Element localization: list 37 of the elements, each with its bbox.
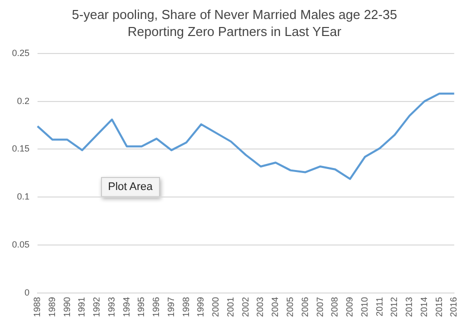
x-tick-label: 2014 bbox=[418, 296, 429, 318]
y-tick-label: 0.2 bbox=[17, 96, 30, 106]
x-tick-label: 2005 bbox=[284, 296, 295, 318]
x-tick-label: 1989 bbox=[46, 296, 57, 318]
chart-title: 5-year pooling, Share of Never Married Males age 22-35 Reporting Zero Partners in Last YEar bbox=[70, 6, 398, 40]
x-tick-label: 2004 bbox=[270, 296, 280, 318]
x-tick-label: 2011 bbox=[374, 296, 384, 316]
annotation: Plot Area bbox=[101, 177, 160, 197]
x-tick-label: 2002 bbox=[240, 296, 250, 318]
x-tick-label: 2016 bbox=[448, 296, 459, 318]
x-tick-label: 1996 bbox=[151, 296, 162, 318]
y-tick-label: 0 bbox=[24, 287, 30, 298]
x-tick-label: 2001 bbox=[225, 296, 236, 318]
x-tick-label: 1992 bbox=[92, 296, 102, 318]
x-tick-label: 2003 bbox=[255, 296, 266, 318]
x-tick-label: 2009 bbox=[344, 296, 355, 318]
x-tick-label: 2010 bbox=[359, 296, 370, 318]
y-tick-label: 0.05 bbox=[12, 240, 30, 250]
x-tick-label: 2006 bbox=[300, 296, 310, 318]
y-tick-label: 0.15 bbox=[12, 144, 30, 154]
x-tick-label: 1999 bbox=[196, 296, 206, 318]
x-tick-label: 1997 bbox=[166, 296, 176, 318]
x-tick-label: 1988 bbox=[32, 296, 42, 318]
y-tick-label: 0.1 bbox=[17, 192, 30, 202]
x-tick-label: 1994 bbox=[121, 296, 132, 318]
x-tick-label: 1990 bbox=[62, 296, 72, 318]
x-tick-label: 1991 bbox=[76, 296, 87, 318]
x-tick-label: 2013 bbox=[404, 296, 414, 318]
x-tick-label: 2012 bbox=[389, 296, 400, 318]
y-tick-label: 0.25 bbox=[12, 48, 30, 58]
x-tick-label: 1993 bbox=[106, 296, 116, 318]
x-tick-label: 1995 bbox=[136, 296, 146, 318]
x-tick-label: 2015 bbox=[434, 296, 444, 318]
x-tick-label: 2007 bbox=[314, 296, 325, 318]
x-tick-label: 1998 bbox=[180, 296, 191, 318]
x-tick-label: 2000 bbox=[210, 296, 221, 318]
x-tick-label: 2008 bbox=[330, 296, 340, 318]
